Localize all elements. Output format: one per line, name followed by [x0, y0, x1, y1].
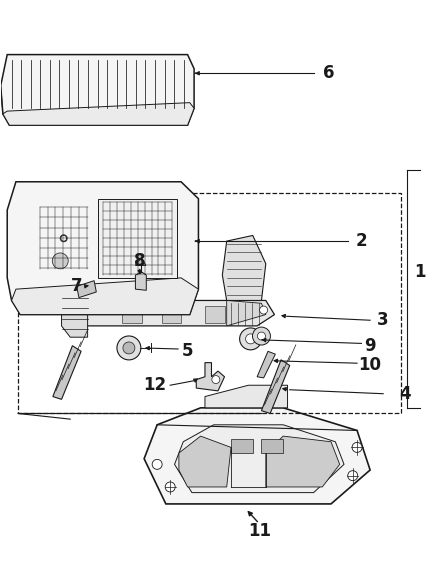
Polygon shape — [222, 235, 266, 301]
Polygon shape — [53, 346, 81, 399]
Polygon shape — [79, 301, 275, 326]
Polygon shape — [12, 278, 198, 315]
Polygon shape — [123, 306, 142, 323]
Circle shape — [352, 442, 362, 452]
Circle shape — [252, 327, 270, 345]
Polygon shape — [136, 272, 146, 290]
Polygon shape — [99, 198, 177, 278]
Circle shape — [245, 334, 255, 344]
Polygon shape — [205, 385, 287, 408]
Text: 12: 12 — [143, 376, 167, 394]
Circle shape — [240, 328, 262, 350]
Polygon shape — [3, 103, 194, 125]
Circle shape — [123, 342, 135, 354]
Polygon shape — [144, 408, 370, 504]
Polygon shape — [1, 54, 194, 125]
Text: 8: 8 — [134, 252, 146, 270]
Text: 6: 6 — [323, 64, 334, 82]
Text: 9: 9 — [364, 337, 376, 355]
Polygon shape — [161, 306, 181, 323]
Circle shape — [60, 235, 67, 242]
Polygon shape — [61, 292, 88, 337]
Polygon shape — [7, 182, 198, 315]
Polygon shape — [231, 439, 253, 453]
Circle shape — [165, 482, 175, 492]
Circle shape — [258, 332, 266, 340]
Polygon shape — [179, 436, 231, 487]
Circle shape — [260, 306, 268, 314]
Circle shape — [61, 235, 67, 241]
Polygon shape — [77, 281, 96, 298]
Text: 2: 2 — [356, 232, 367, 250]
Text: 5: 5 — [182, 342, 193, 360]
Polygon shape — [262, 439, 283, 453]
Circle shape — [212, 375, 220, 383]
Polygon shape — [174, 425, 344, 493]
Circle shape — [152, 459, 162, 469]
Text: 7: 7 — [71, 277, 82, 295]
Polygon shape — [136, 257, 146, 265]
Polygon shape — [196, 363, 225, 391]
Polygon shape — [262, 360, 290, 413]
Text: 10: 10 — [359, 357, 382, 374]
Text: 4: 4 — [399, 385, 411, 403]
Text: 11: 11 — [248, 522, 271, 540]
Text: 3: 3 — [377, 311, 389, 329]
Text: 1: 1 — [414, 263, 426, 281]
Circle shape — [52, 253, 68, 269]
Polygon shape — [227, 301, 266, 326]
Circle shape — [348, 471, 358, 481]
Polygon shape — [205, 306, 225, 323]
Circle shape — [117, 336, 141, 360]
Polygon shape — [266, 436, 340, 487]
Polygon shape — [257, 352, 276, 378]
